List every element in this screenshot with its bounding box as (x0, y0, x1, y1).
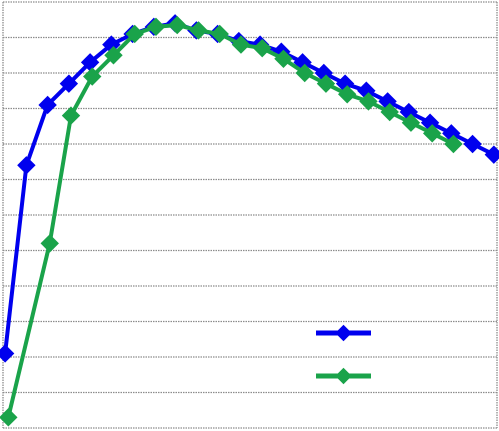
series-2-point (40, 234, 59, 253)
series-2-point (189, 21, 208, 40)
series-2-point (274, 49, 293, 69)
legend (316, 324, 371, 385)
series-2-point (104, 46, 123, 65)
series-2-point (380, 102, 399, 122)
legend-item-1 (316, 324, 371, 342)
series-2 (0, 15, 463, 427)
series-2-point (125, 24, 144, 44)
series-2-point (61, 106, 81, 125)
series-2-point (295, 63, 314, 83)
series-1-point (0, 344, 15, 363)
series-2-point (0, 408, 18, 427)
legend-marker (335, 367, 352, 385)
series-2-point (359, 92, 378, 111)
series-2-point (337, 85, 357, 104)
series-2-point (210, 24, 229, 44)
series-1-point (17, 156, 36, 175)
series-1-point (484, 145, 499, 164)
series-2-point (231, 35, 251, 54)
legend-marker (335, 324, 352, 342)
series-1 (0, 14, 499, 363)
gridlines (3, 1, 497, 429)
series-1-point (59, 74, 79, 93)
legend-item-2 (316, 367, 371, 385)
series-1-point (463, 134, 482, 154)
series-2-point (401, 113, 421, 132)
series-2-point (422, 124, 442, 143)
series-2-point (168, 15, 187, 35)
series-2-point (146, 17, 166, 37)
series-2-point (253, 38, 272, 58)
series-2-point (444, 134, 463, 154)
series-2-point (316, 74, 336, 93)
series-2-point (83, 67, 102, 86)
series-1-point (38, 95, 57, 115)
series-layer (0, 14, 499, 427)
